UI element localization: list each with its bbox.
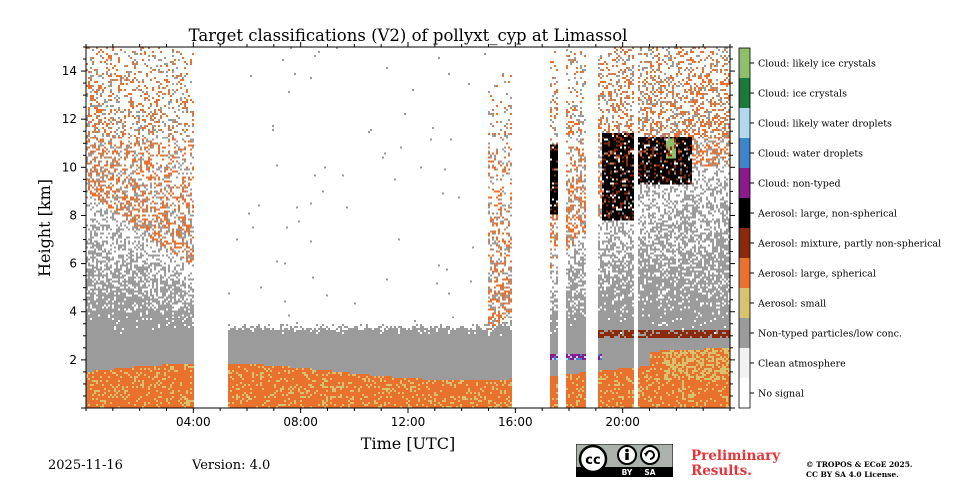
legend-swatch bbox=[739, 168, 750, 198]
y-tick-label: 14 bbox=[62, 64, 77, 78]
legend-label: Cloud: water droplets bbox=[758, 149, 863, 160]
cc-text: cc bbox=[585, 453, 600, 468]
chart-title: Target classifications (V2) of pollyxt_c… bbox=[189, 26, 628, 45]
plot-area bbox=[85, 46, 731, 409]
legend-label: Aerosol: large, non-spherical bbox=[757, 209, 897, 220]
legend-label: Cloud: non-typed bbox=[758, 179, 841, 190]
class-legend: No signal Clean atmosphere Non-typed parti… bbox=[738, 47, 941, 409]
y-tick-label: 8 bbox=[69, 208, 77, 222]
heatmap-image bbox=[86, 47, 730, 408]
legend-swatch bbox=[739, 288, 750, 318]
legend-label: Aerosol: small bbox=[757, 299, 826, 310]
preliminary-line-1: Preliminary bbox=[691, 448, 781, 464]
cc-icon bbox=[578, 444, 608, 474]
legend-label: Aerosol: mixture, partly non-spherical bbox=[757, 239, 941, 250]
legend-label: Cloud: likely water droplets bbox=[758, 119, 892, 130]
legend-label: No signal bbox=[758, 389, 804, 400]
share-alike-icon bbox=[640, 445, 660, 465]
by-text: BY bbox=[622, 468, 633, 477]
legend-label: Non-typed particles/low conc. bbox=[758, 329, 902, 340]
legend-label: Cloud: likely ice crystals bbox=[758, 59, 876, 70]
legend-swatch bbox=[739, 378, 750, 408]
legend-swatch bbox=[739, 228, 750, 258]
x-tick-label: 04:00 bbox=[176, 415, 211, 429]
date-label: 2025-11-16 bbox=[48, 458, 123, 473]
classification-heatmap bbox=[86, 47, 730, 408]
y-tick-label: 4 bbox=[69, 305, 77, 319]
y-tick-label: 6 bbox=[69, 257, 77, 271]
cc-license-badge: cc BY SA bbox=[575, 443, 674, 478]
legend-swatch bbox=[739, 348, 750, 378]
legend-swatch bbox=[739, 78, 750, 108]
legend-label: Aerosol: large, spherical bbox=[757, 269, 876, 280]
y-tick-label: 10 bbox=[62, 160, 77, 174]
x-tick-label: 16:00 bbox=[498, 415, 533, 429]
x-axis: 04:00 08:00 12:00 16:00 20:00 bbox=[85, 42, 731, 429]
copyright-line-2: CC BY SA 4.0 License. bbox=[806, 470, 899, 479]
preliminary-line-2: Results. bbox=[691, 463, 752, 479]
legend-frame bbox=[738, 47, 751, 409]
preliminary-notice: Preliminary Results. bbox=[691, 449, 780, 479]
x-tick-label: 12:00 bbox=[391, 415, 426, 429]
sa-text: SA bbox=[644, 468, 655, 477]
legend-swatch bbox=[739, 318, 750, 348]
y-tick-label: 12 bbox=[62, 112, 77, 126]
legend-swatch bbox=[739, 138, 750, 168]
y-axis: 2 4 6 8 10 12 14 bbox=[62, 46, 735, 409]
version-label: Version: 4.0 bbox=[192, 458, 271, 473]
legend-swatch bbox=[739, 48, 750, 78]
copyright-notice: © TROPOS & ECoE 2025. CC BY SA 4.0 Licen… bbox=[806, 460, 913, 480]
legend-swatch bbox=[739, 108, 750, 138]
x-axis-label: Time [UTC] bbox=[361, 434, 455, 453]
legend-swatch bbox=[739, 258, 750, 288]
y-axis-label: Height [km] bbox=[35, 179, 54, 277]
x-tick-label: 08:00 bbox=[283, 415, 318, 429]
copyright-line-1: © TROPOS & ECoE 2025. bbox=[806, 460, 913, 469]
legend-label: Clean atmosphere bbox=[758, 359, 846, 370]
legend-swatch bbox=[739, 198, 750, 228]
x-tick-label: 20:00 bbox=[605, 415, 640, 429]
legend-label: Cloud: ice crystals bbox=[758, 89, 847, 100]
y-tick-label: 2 bbox=[69, 353, 77, 367]
